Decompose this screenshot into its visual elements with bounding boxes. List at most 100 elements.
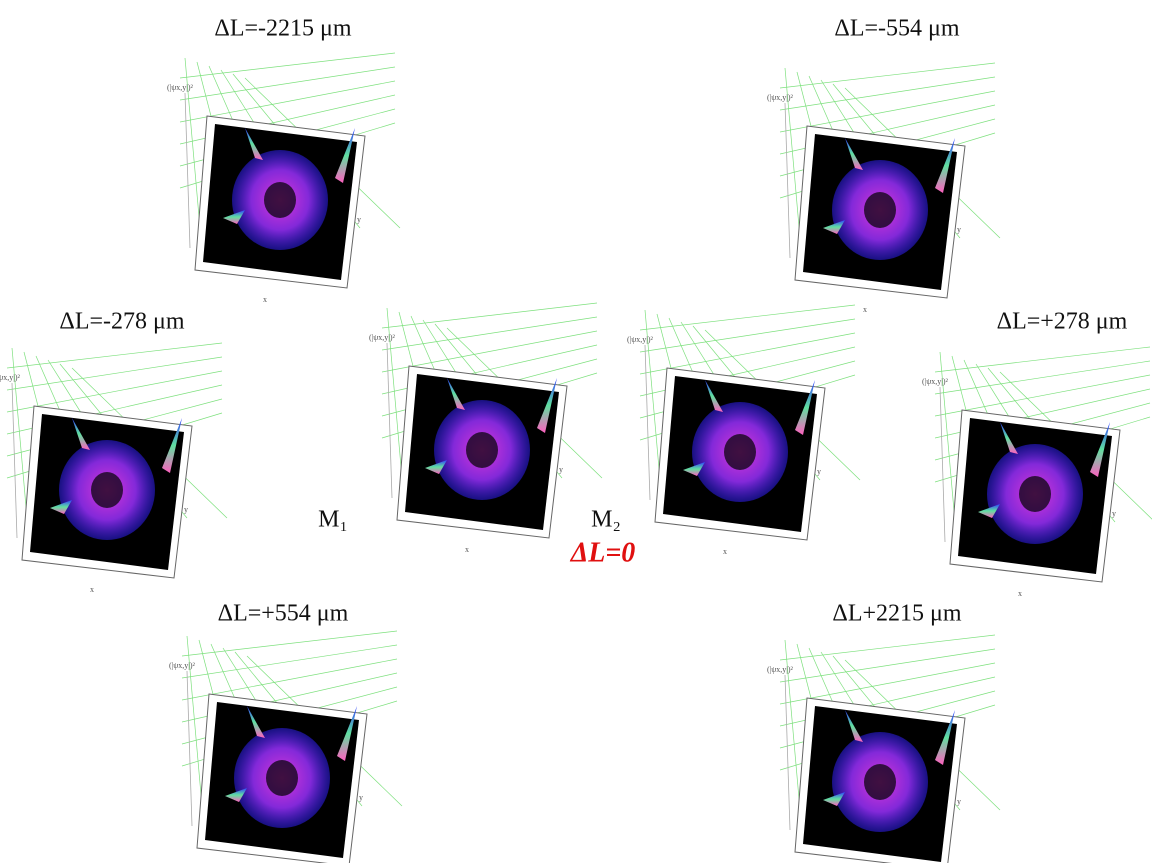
panel-label: ΔL=-2215 μm <box>214 16 351 42</box>
mirror-label: M₂ <box>591 507 621 533</box>
spike <box>335 128 355 183</box>
grid-line <box>779 634 996 661</box>
grid-line <box>934 346 1151 373</box>
panel-label: ΔL=-554 μm <box>834 16 959 42</box>
spike <box>978 504 1000 518</box>
spike <box>72 418 90 450</box>
spike <box>537 378 557 433</box>
mirror-label: M₁ <box>318 507 348 533</box>
z-axis-label: (|ψx,y|)² <box>169 661 196 670</box>
grid-line <box>644 344 651 501</box>
panel-label: ΔL=-278 μm <box>59 309 184 335</box>
y-axis-label: y <box>357 215 361 224</box>
spike <box>247 706 265 738</box>
grid-line <box>386 307 403 479</box>
plot: (|ψx,y|)² x y <box>167 52 401 304</box>
z-axis-label: (|ψx,y|)² <box>627 335 654 344</box>
spike <box>705 380 723 412</box>
y-axis-label: y <box>559 465 563 474</box>
spike <box>823 220 845 234</box>
grid-line <box>939 351 956 523</box>
grid-line <box>184 92 191 249</box>
center-label: ΔL=0 <box>570 537 636 568</box>
grid-line <box>779 76 996 111</box>
grid-line <box>381 330 598 373</box>
grid-line <box>181 644 398 679</box>
plot: (|ψx,y|)²xy <box>922 346 1152 598</box>
plot: (|ψx,y|)²xy <box>169 630 403 863</box>
spike <box>683 462 705 476</box>
grid-line <box>939 386 946 543</box>
grid-line <box>784 674 791 831</box>
y-axis-label: y <box>1112 509 1116 518</box>
intensity-hole <box>724 434 756 470</box>
spike <box>50 500 72 514</box>
grid-line <box>6 370 223 413</box>
grid-line <box>186 670 193 827</box>
spike <box>1000 422 1018 454</box>
spike <box>447 378 465 410</box>
grid-line <box>779 648 996 683</box>
intensity-hole <box>1019 476 1051 512</box>
z-axis-label: (|ψx,y|)² <box>767 665 794 674</box>
grid-line <box>784 639 801 811</box>
y-axis-label: y <box>817 467 821 476</box>
z-axis-label: (|ψx,y|)² <box>0 373 21 382</box>
grid-line <box>784 102 791 259</box>
panel-label: ΔL=+278 μm <box>997 309 1128 335</box>
spike <box>823 792 845 806</box>
y-axis-label: y <box>957 797 961 806</box>
grid-line <box>179 52 396 79</box>
z-axis-label: (|ψx,y|)² <box>369 333 396 342</box>
intensity-hole <box>266 760 298 796</box>
grid-line <box>186 635 203 807</box>
grid-line <box>11 347 28 519</box>
grid-line <box>181 658 398 701</box>
intensity-hole <box>466 432 498 468</box>
x-axis-label: x <box>465 545 469 554</box>
grid-line <box>11 382 18 539</box>
grid-line <box>381 316 598 351</box>
grid-line <box>639 304 856 331</box>
x-axis-label: x <box>863 305 867 314</box>
grid-line <box>181 630 398 657</box>
grid-line <box>6 356 223 391</box>
grid-line <box>779 62 996 89</box>
x-axis-label: x <box>723 547 727 556</box>
x-axis-label: x <box>263 295 267 304</box>
plot: (|ψx,y|)² x y <box>627 304 861 556</box>
plot: (|ψx,y|)²xy <box>0 342 228 594</box>
spike <box>1090 422 1110 477</box>
grid-line <box>779 90 996 133</box>
grid-line <box>934 360 1151 395</box>
spike <box>425 460 447 474</box>
grid-line <box>184 57 201 229</box>
grid-line <box>779 662 996 705</box>
intensity-hole <box>864 764 896 800</box>
spike <box>845 138 863 170</box>
plot: (|ψx,y|)²xy <box>767 62 1001 314</box>
panel-label: ΔL=+554 μm <box>218 601 349 627</box>
grid-line <box>644 309 661 481</box>
z-axis-label: (|ψx,y|)² <box>167 83 194 92</box>
grid-line <box>179 80 396 123</box>
grid-line <box>179 66 396 101</box>
spike <box>935 710 955 765</box>
y-axis-label: y <box>957 225 961 234</box>
grid-line <box>639 332 856 375</box>
y-axis-label: y <box>359 793 363 802</box>
spike <box>245 128 263 160</box>
plot: (|ψx,y|)²xy <box>767 634 1001 863</box>
spike <box>223 210 245 224</box>
grid-line <box>784 67 801 239</box>
intensity-hole <box>91 472 123 508</box>
plot: (|ψx,y|)² x y <box>369 302 603 554</box>
grid-line <box>381 302 598 329</box>
spike <box>845 710 863 742</box>
spike <box>337 706 357 761</box>
grid-line <box>934 374 1151 417</box>
spike <box>225 788 247 802</box>
spike <box>162 418 182 473</box>
